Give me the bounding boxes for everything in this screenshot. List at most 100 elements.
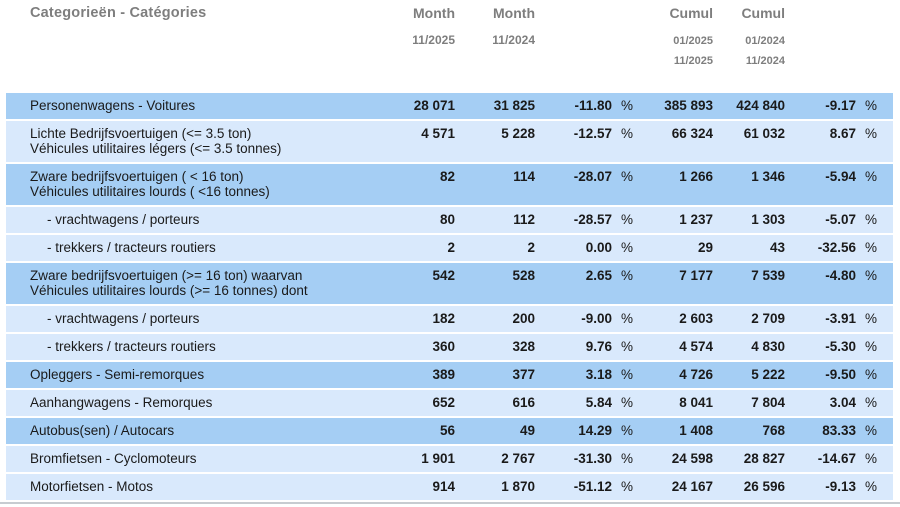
- month-current-value: 1 901: [421, 451, 455, 466]
- month-current-value: 4 571: [421, 126, 455, 141]
- percent-sign: %: [621, 451, 634, 466]
- cumul-current-value: 385 893: [664, 98, 713, 113]
- percent-sign: %: [621, 367, 634, 382]
- month-change-value: -11.80: [574, 98, 612, 113]
- cumul-current-value: 4 574: [679, 339, 713, 354]
- cumul-previous-value: 4 830: [751, 339, 785, 354]
- cumul-change-value: 8.67: [829, 126, 856, 141]
- month-current-value: 360: [432, 339, 455, 354]
- percent-sign: %: [621, 212, 634, 227]
- table-row: - trekkers / tracteurs routiers 2 2 0.00…: [6, 235, 893, 261]
- column-period: 11/2025: [412, 33, 455, 47]
- row-label: Lichte Bedrijfsvoertuigen (<= 3.5 ton) V…: [30, 126, 282, 156]
- month-current-value: 389: [432, 367, 455, 382]
- cumul-change-value: -14.67: [817, 451, 856, 466]
- percent-sign: %: [865, 212, 878, 227]
- cumul-change-value: -9.13: [825, 479, 856, 494]
- cumul-change-value: -3.91: [825, 311, 856, 326]
- cumul-current-value: 7 177: [679, 268, 713, 283]
- percent-sign: %: [865, 240, 878, 255]
- cumul-current-value: 29: [697, 240, 713, 255]
- cumul-previous-value: 424 840: [736, 98, 785, 113]
- percent-sign: %: [865, 423, 878, 438]
- column-period-to: 11/2025: [673, 55, 713, 67]
- column-header-month-current: Month 11/2025: [370, 5, 455, 47]
- cumul-previous-value: 768: [762, 423, 785, 438]
- month-current-value: 914: [432, 479, 455, 494]
- month-current-value: 542: [432, 268, 455, 283]
- percent-sign: %: [865, 98, 878, 113]
- cumul-previous-value: 7 804: [751, 395, 785, 410]
- percent-sign: %: [621, 339, 634, 354]
- cumul-previous-value: 7 539: [751, 268, 785, 283]
- cumul-previous-value: 61 032: [743, 126, 785, 141]
- month-change-value: 3.18: [585, 367, 612, 382]
- percent-sign: %: [621, 126, 634, 141]
- cumul-change-value: 3.04: [829, 395, 856, 410]
- row-label: Zware bedrijfsvoertuigen (>= 16 ton) waa…: [30, 268, 308, 298]
- cumul-change-value: -5.30: [825, 339, 856, 354]
- cumul-current-value: 1 266: [679, 169, 713, 184]
- month-previous-value: 328: [512, 339, 535, 354]
- column-period: 11/2024: [492, 33, 535, 47]
- table-row: Motorfietsen - Motos 914 1 870 -51.12 % …: [6, 474, 893, 500]
- cumul-current-value: 8 041: [679, 395, 713, 410]
- month-change-value: 5.84: [585, 395, 612, 410]
- percent-sign: %: [865, 339, 878, 354]
- month-change-value: -9.00: [581, 311, 612, 326]
- row-label: - trekkers / tracteurs routiers: [47, 240, 216, 255]
- row-label: Zware bedrijfsvoertuigen ( < 16 ton) Véh…: [30, 169, 270, 199]
- row-label: - vrachtwagens / porteurs: [47, 311, 200, 326]
- cumul-previous-value: 2 709: [751, 311, 785, 326]
- percent-sign: %: [621, 169, 634, 184]
- month-previous-value: 31 825: [493, 98, 535, 113]
- table-row: Opleggers - Semi-remorques 389 377 3.18 …: [6, 362, 893, 388]
- table-row: Lichte Bedrijfsvoertuigen (<= 3.5 ton) V…: [6, 121, 893, 162]
- percent-sign: %: [621, 311, 634, 326]
- cumul-previous-value: 43: [769, 240, 785, 255]
- table-body: Personenwagens - Voitures 28 071 31 825 …: [0, 93, 900, 500]
- month-previous-value: 377: [512, 367, 535, 382]
- cumul-previous-value: 26 596: [743, 479, 785, 494]
- column-period-to: 11/2024: [745, 55, 785, 67]
- category-column-title: Categorieën - Catégories: [30, 5, 207, 21]
- month-change-value: 0.00: [585, 240, 612, 255]
- month-change-value: 14.29: [578, 423, 612, 438]
- table-header: Categorieën - Catégories Month 11/2025 M…: [6, 0, 893, 93]
- table-row: Bromfietsen - Cyclomoteurs 1 901 2 767 -…: [6, 446, 893, 472]
- column-title: Cumul: [741, 5, 785, 21]
- cumul-change-value: -4.80: [825, 268, 856, 283]
- month-change-value: 9.76: [585, 339, 612, 354]
- table-row: Autobus(sen) / Autocars 56 49 14.29 % 1 …: [6, 418, 893, 444]
- table-row: - vrachtwagens / porteurs 182 200 -9.00 …: [6, 306, 893, 332]
- cumul-change-value: -9.50: [825, 367, 856, 382]
- month-previous-value: 200: [512, 311, 535, 326]
- bottom-divider: [0, 502, 900, 504]
- row-label: Aanhangwagens - Remorques: [30, 395, 213, 410]
- table-row: Aanhangwagens - Remorques 652 616 5.84 %…: [6, 390, 893, 416]
- month-change-value: 2.65: [585, 268, 612, 283]
- row-label: Personenwagens - Voitures: [30, 98, 196, 113]
- column-header-cumul-previous: Cumul 01/2024 11/2024: [713, 5, 785, 67]
- cumul-change-value: -5.07: [825, 212, 856, 227]
- column-period-from: 01/2024: [745, 35, 785, 47]
- month-change-value: -12.57: [573, 126, 612, 141]
- row-label: - trekkers / tracteurs routiers: [47, 339, 216, 354]
- cumul-current-value: 1 237: [679, 212, 713, 227]
- cumul-current-value: 66 324: [671, 126, 713, 141]
- column-header-month-previous: Month 11/2024: [455, 5, 535, 47]
- percent-sign: %: [621, 395, 634, 410]
- month-current-value: 182: [432, 311, 455, 326]
- month-previous-value: 528: [512, 268, 535, 283]
- row-label: Motorfietsen - Motos: [30, 479, 154, 494]
- row-label: Opleggers - Semi-remorques: [30, 367, 205, 382]
- percent-sign: %: [865, 451, 878, 466]
- month-change-value: -31.30: [573, 451, 612, 466]
- cumul-previous-value: 5 222: [751, 367, 785, 382]
- percent-sign: %: [865, 126, 878, 141]
- month-previous-value: 1 870: [501, 479, 535, 494]
- cumul-current-value: 24 167: [671, 479, 713, 494]
- percent-sign: %: [865, 367, 878, 382]
- cumul-change-value: 83.33: [822, 423, 856, 438]
